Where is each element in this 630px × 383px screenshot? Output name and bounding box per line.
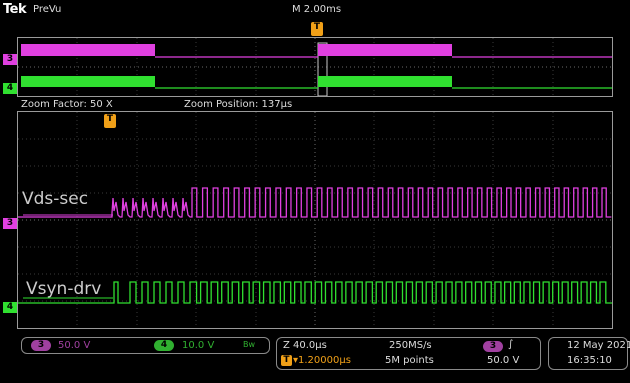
- brand-logo: Tek: [3, 2, 27, 17]
- ch4-overview-burst: [318, 76, 452, 87]
- date-time-panel: 12 May 2021 16:35:10: [548, 337, 630, 370]
- ch4-ground-marker[interactable]: 4: [3, 302, 17, 313]
- trigger-delay[interactable]: ▾1.20000µs: [293, 355, 351, 366]
- ch4-scale[interactable]: 10.0 V: [182, 340, 215, 351]
- timebase-readout[interactable]: M 2.00ms: [292, 4, 342, 15]
- ch4-overview-ground-marker[interactable]: 4: [3, 83, 17, 94]
- ch3-overview-ground-marker[interactable]: 3: [3, 54, 17, 65]
- ch3-scale[interactable]: 50.0 V: [58, 340, 91, 351]
- ch4-badge[interactable]: 4: [154, 340, 174, 351]
- overview-window[interactable]: [17, 37, 613, 97]
- zoom-graticule: [18, 112, 612, 328]
- trigger-position-marker[interactable]: T: [311, 22, 323, 36]
- ch3-trace-label: Vds-sec: [22, 189, 89, 209]
- zoom-position: Zoom Position: 137µs: [184, 99, 293, 110]
- ch4-trace-label: Vsyn-drv: [26, 279, 102, 299]
- ch3-zoom-trace: [18, 187, 612, 218]
- top-bar: Tek PreVu M 2.00ms: [0, 0, 630, 18]
- overview-graticule: [18, 38, 612, 97]
- bandwidth-limit-icon: Bw: [243, 340, 256, 349]
- date: 12 May 2021: [567, 340, 630, 351]
- ch3-overview-burst: [21, 44, 155, 56]
- trigger-level[interactable]: 50.0 V: [487, 355, 520, 366]
- time: 16:35:10: [567, 355, 612, 366]
- channel-scale-panel[interactable]: 3 50.0 V 4 10.0 V Bw: [21, 337, 270, 354]
- zoom-window[interactable]: Vds-sec Vsyn-drv: [17, 111, 613, 329]
- ch4-zoom-trace: [18, 281, 612, 304]
- ch3-badge[interactable]: 3: [31, 340, 51, 351]
- zoom-timebase[interactable]: Z 40.0µs: [283, 340, 327, 351]
- trigger-source-badge[interactable]: 3: [483, 341, 503, 352]
- sample-rate: 250MS/s: [389, 340, 432, 351]
- ch3-overview-burst: [318, 44, 452, 56]
- ch3-ground-marker[interactable]: 3: [3, 218, 17, 229]
- zoom-trigger-marker[interactable]: T: [104, 114, 116, 128]
- acquisition-mode: PreVu: [33, 4, 62, 15]
- acquisition-panel[interactable]: Z 40.0µs T ▾1.20000µs 250MS/s 5M points …: [276, 337, 541, 370]
- ch4-overview-burst: [21, 76, 155, 87]
- zoom-factor: Zoom Factor: 50 X: [21, 99, 113, 110]
- record-length: 5M points: [385, 355, 434, 366]
- trigger-slope-icon: ∫: [508, 339, 514, 350]
- trigger-icon: T: [281, 355, 292, 366]
